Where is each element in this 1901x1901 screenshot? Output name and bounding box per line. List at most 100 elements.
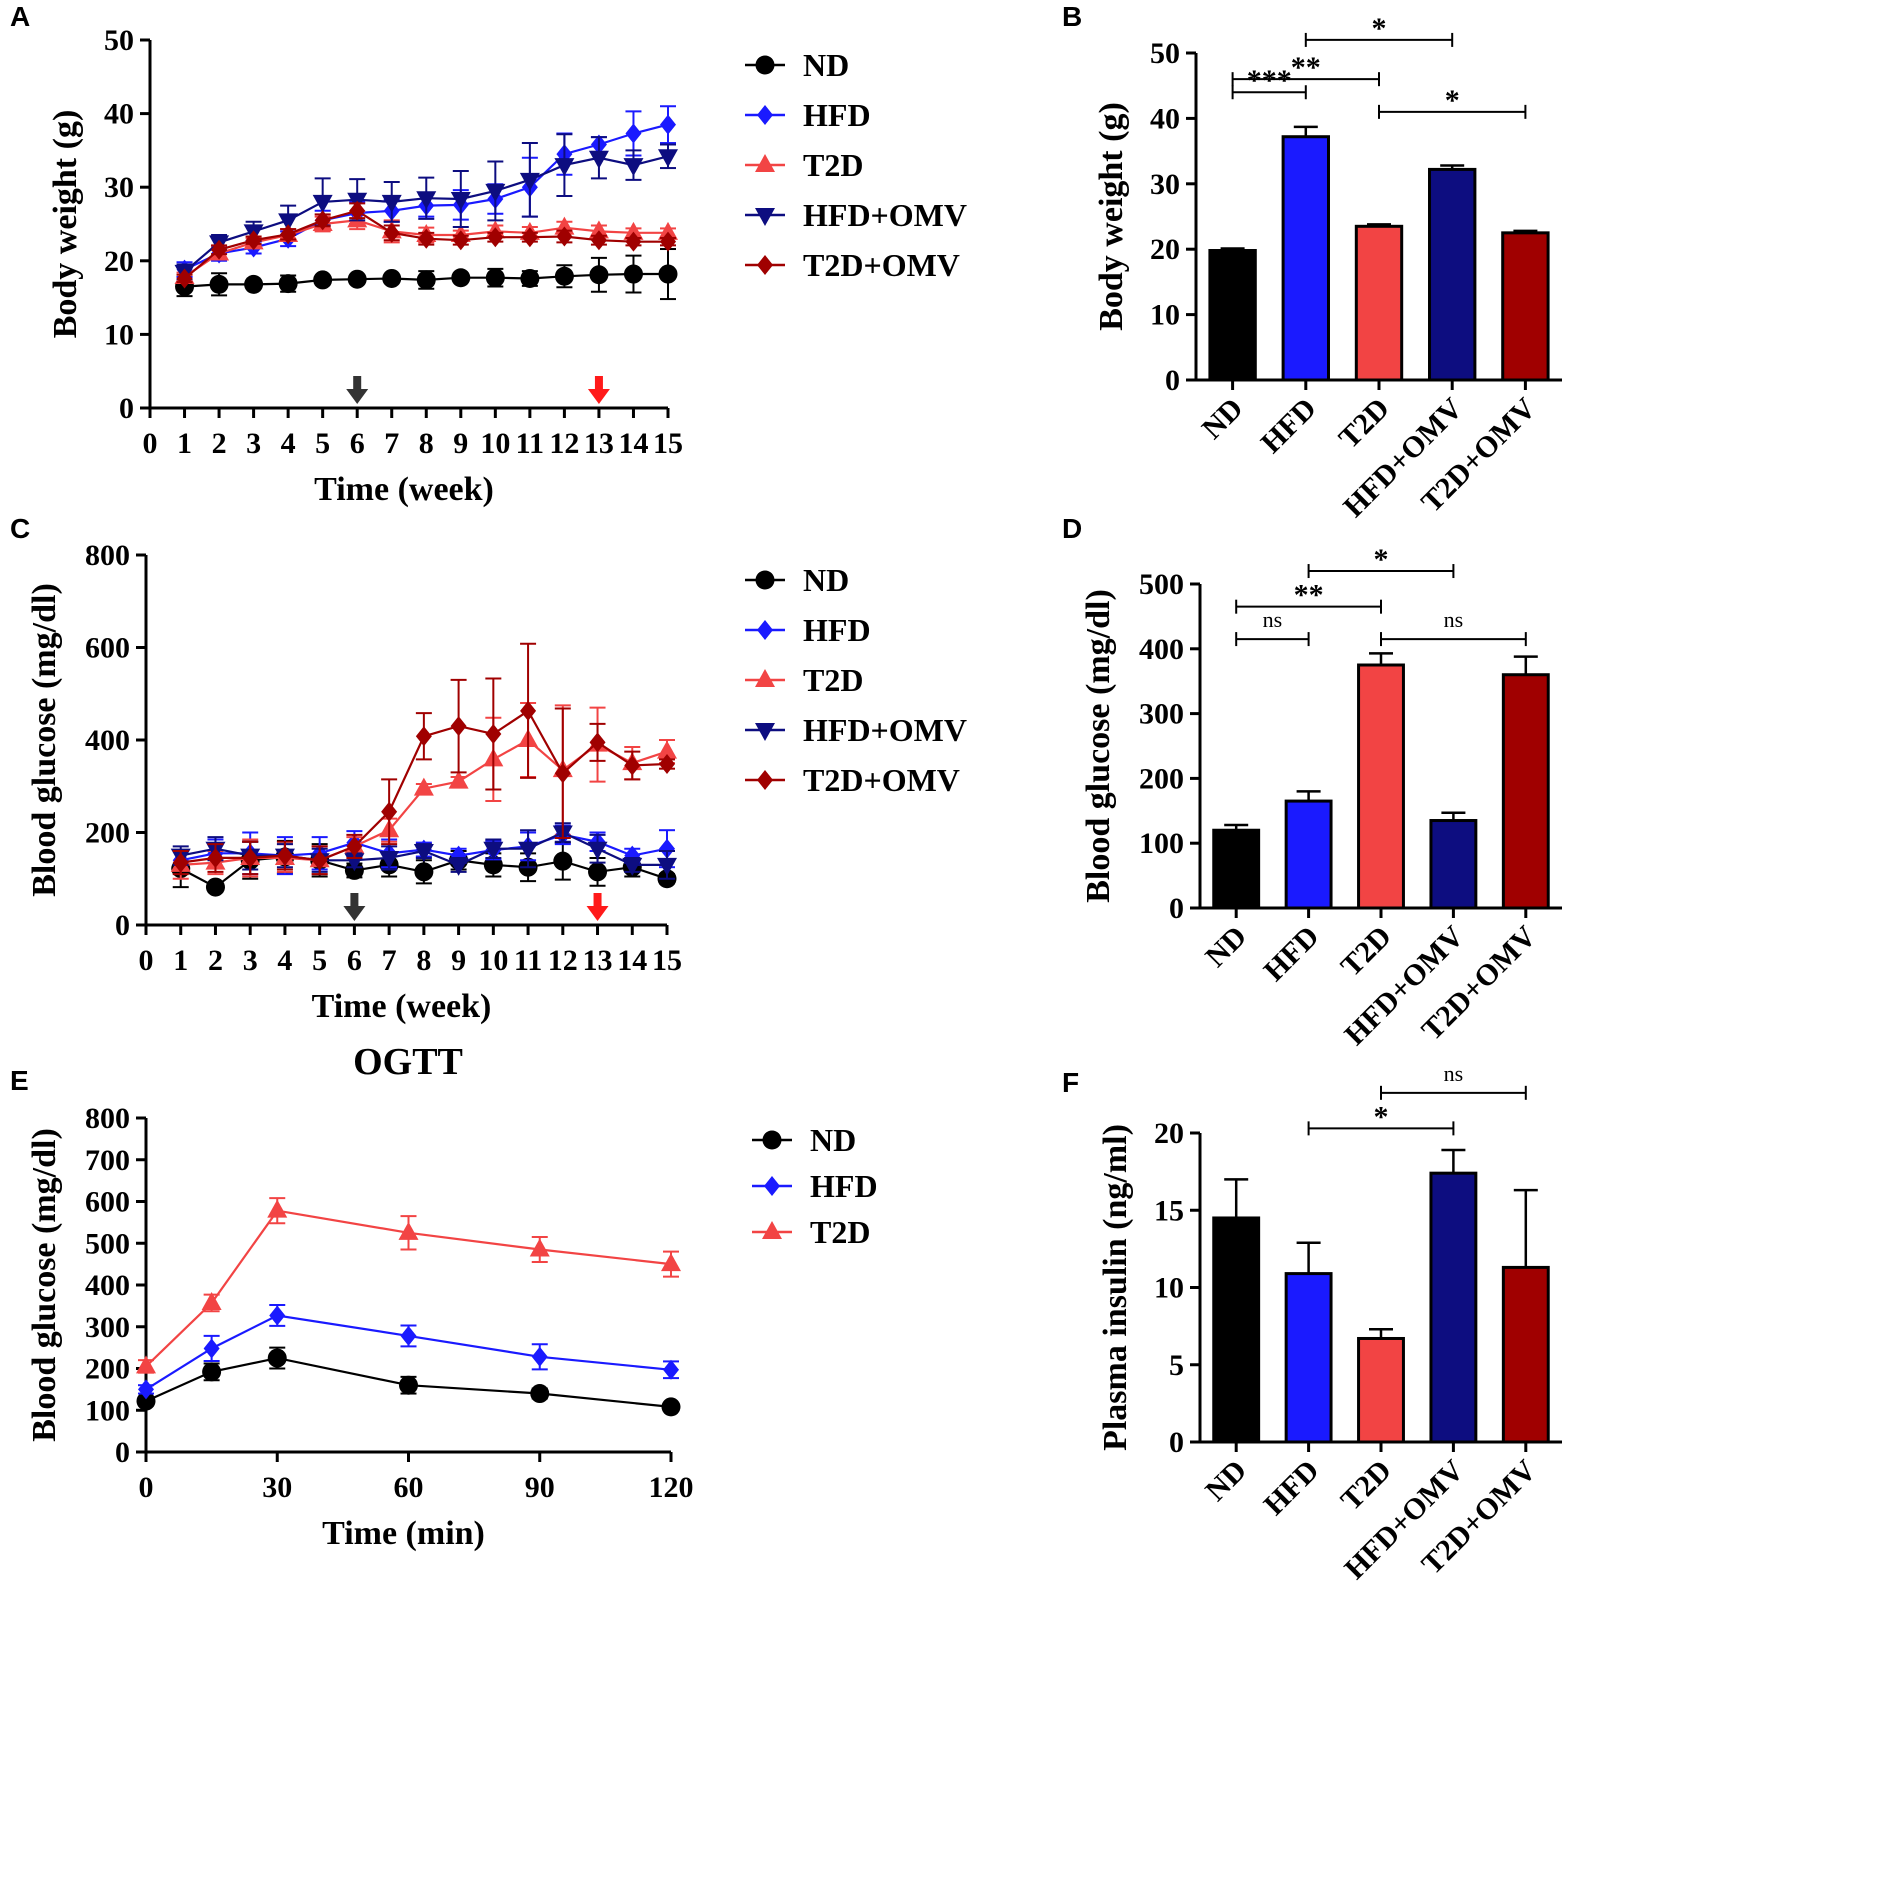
- data-point: [448, 857, 469, 876]
- data-point: [244, 274, 264, 294]
- bar: [1429, 819, 1478, 910]
- data-point: [623, 221, 644, 240]
- data-point: [136, 1391, 156, 1411]
- bar: [1208, 249, 1257, 382]
- data-point: [530, 1384, 550, 1404]
- legend-label: ND: [810, 1122, 856, 1158]
- x-tick-label: 11: [516, 427, 544, 460]
- y-tick-label: 15: [1154, 1194, 1184, 1227]
- data-point: [311, 850, 328, 871]
- data-point: [203, 1338, 220, 1359]
- data-point: [659, 838, 675, 859]
- y-tick-label: 800: [85, 1102, 130, 1135]
- data-point: [278, 213, 299, 232]
- legend-marker: [762, 1221, 782, 1239]
- y-tick-label: 100: [85, 1394, 130, 1427]
- y-tick-label: 400: [1139, 633, 1184, 666]
- legend-entry-hfd-plus-omv: HFD+OMV: [745, 197, 967, 233]
- legend-entry-nd: ND: [745, 47, 849, 83]
- bar: [1212, 828, 1261, 910]
- y-tick-label: 0: [1169, 892, 1184, 925]
- significance-label: *: [1445, 84, 1460, 117]
- bar: [1501, 231, 1550, 382]
- x-tick-label: 11: [514, 944, 542, 977]
- data-point: [660, 231, 676, 252]
- data-point: [278, 274, 298, 294]
- panel-letter: F: [1062, 1067, 1079, 1098]
- legend-marker: [755, 669, 775, 687]
- significance-bracket: *: [1307, 1100, 1455, 1136]
- legend-marker: [755, 570, 775, 590]
- data-point: [202, 1362, 222, 1382]
- x-tick-label: 5: [312, 944, 327, 977]
- legend-entry-hfd: HFD: [752, 1168, 878, 1204]
- panel-letter: C: [10, 513, 30, 544]
- y-tick-label: 20: [1150, 233, 1180, 266]
- x-tick-label: 90: [525, 1471, 555, 1504]
- legend-label: ND: [803, 47, 849, 83]
- data-point: [588, 150, 609, 169]
- x-tick-label: 9: [453, 427, 468, 460]
- data-point: [399, 1375, 418, 1395]
- series-nd: [175, 248, 678, 301]
- y-tick-label: 400: [85, 724, 130, 757]
- chart-title: OGTT: [353, 1041, 463, 1083]
- data-point: [276, 845, 293, 866]
- y-tick-label: 50: [104, 24, 134, 57]
- x-tick-label: 8: [416, 944, 431, 977]
- y-tick-label: 20: [1154, 1117, 1184, 1150]
- x-tick-label: 13: [584, 427, 614, 460]
- significance-bracket: *: [1307, 543, 1455, 579]
- x-tick-label: 12: [549, 427, 579, 460]
- series-line: [145, 1209, 672, 1368]
- data-point: [485, 268, 505, 288]
- data-point: [400, 1325, 417, 1346]
- bar-group-nd: ND: [1199, 823, 1261, 974]
- y-tick-label: 0: [119, 392, 134, 425]
- data-point: [658, 149, 678, 168]
- data-point: [209, 274, 229, 294]
- data-point: [448, 770, 469, 789]
- data-point: [176, 268, 193, 289]
- x-tick-label: HFD: [1257, 920, 1325, 988]
- y-tick-label: 40: [104, 98, 134, 131]
- data-point: [452, 230, 469, 251]
- x-tick-label: 1: [177, 427, 192, 460]
- legend-label: ND: [803, 562, 849, 598]
- data-point: [660, 114, 676, 135]
- legend-label: T2D+OMV: [803, 247, 960, 283]
- data-point: [554, 158, 575, 177]
- x-tick-label: 3: [243, 944, 258, 977]
- bar: [1428, 167, 1477, 382]
- data-point: [657, 857, 677, 876]
- data-point: [245, 230, 262, 251]
- data-point: [381, 801, 398, 822]
- bar: [1501, 673, 1550, 910]
- y-tick-label: 10: [104, 318, 134, 351]
- significance-label: *: [1374, 543, 1389, 576]
- legend-entry-t2d: T2D: [752, 1214, 870, 1250]
- x-tick-label: 14: [617, 944, 647, 977]
- x-tick-label: 6: [350, 427, 365, 460]
- series-t2d: [136, 1197, 681, 1374]
- data-point: [487, 227, 504, 248]
- y-axis-title: Body weight (g): [47, 110, 84, 339]
- x-tick-label: 0: [139, 944, 154, 977]
- y-tick-label: 10: [1154, 1272, 1184, 1305]
- data-point: [483, 841, 504, 860]
- data-point: [588, 862, 608, 882]
- panel-letter: E: [10, 1065, 29, 1096]
- arrow-head: [346, 389, 369, 404]
- data-point: [314, 210, 331, 231]
- x-tick-label: 10: [478, 944, 508, 977]
- legend-label: HFD: [803, 612, 871, 648]
- bar: [1429, 1171, 1478, 1444]
- significance-label: ns: [1263, 607, 1283, 632]
- bar-group-t2d: T2D: [1333, 223, 1404, 455]
- x-tick-label: 0: [143, 427, 158, 460]
- data-point: [382, 268, 402, 288]
- data-point: [663, 1359, 679, 1380]
- bar-group-hfd: HFD: [1257, 790, 1333, 988]
- x-tick-label: 7: [382, 944, 397, 977]
- y-axis-title: Blood glucose (mg/dl): [1080, 589, 1117, 903]
